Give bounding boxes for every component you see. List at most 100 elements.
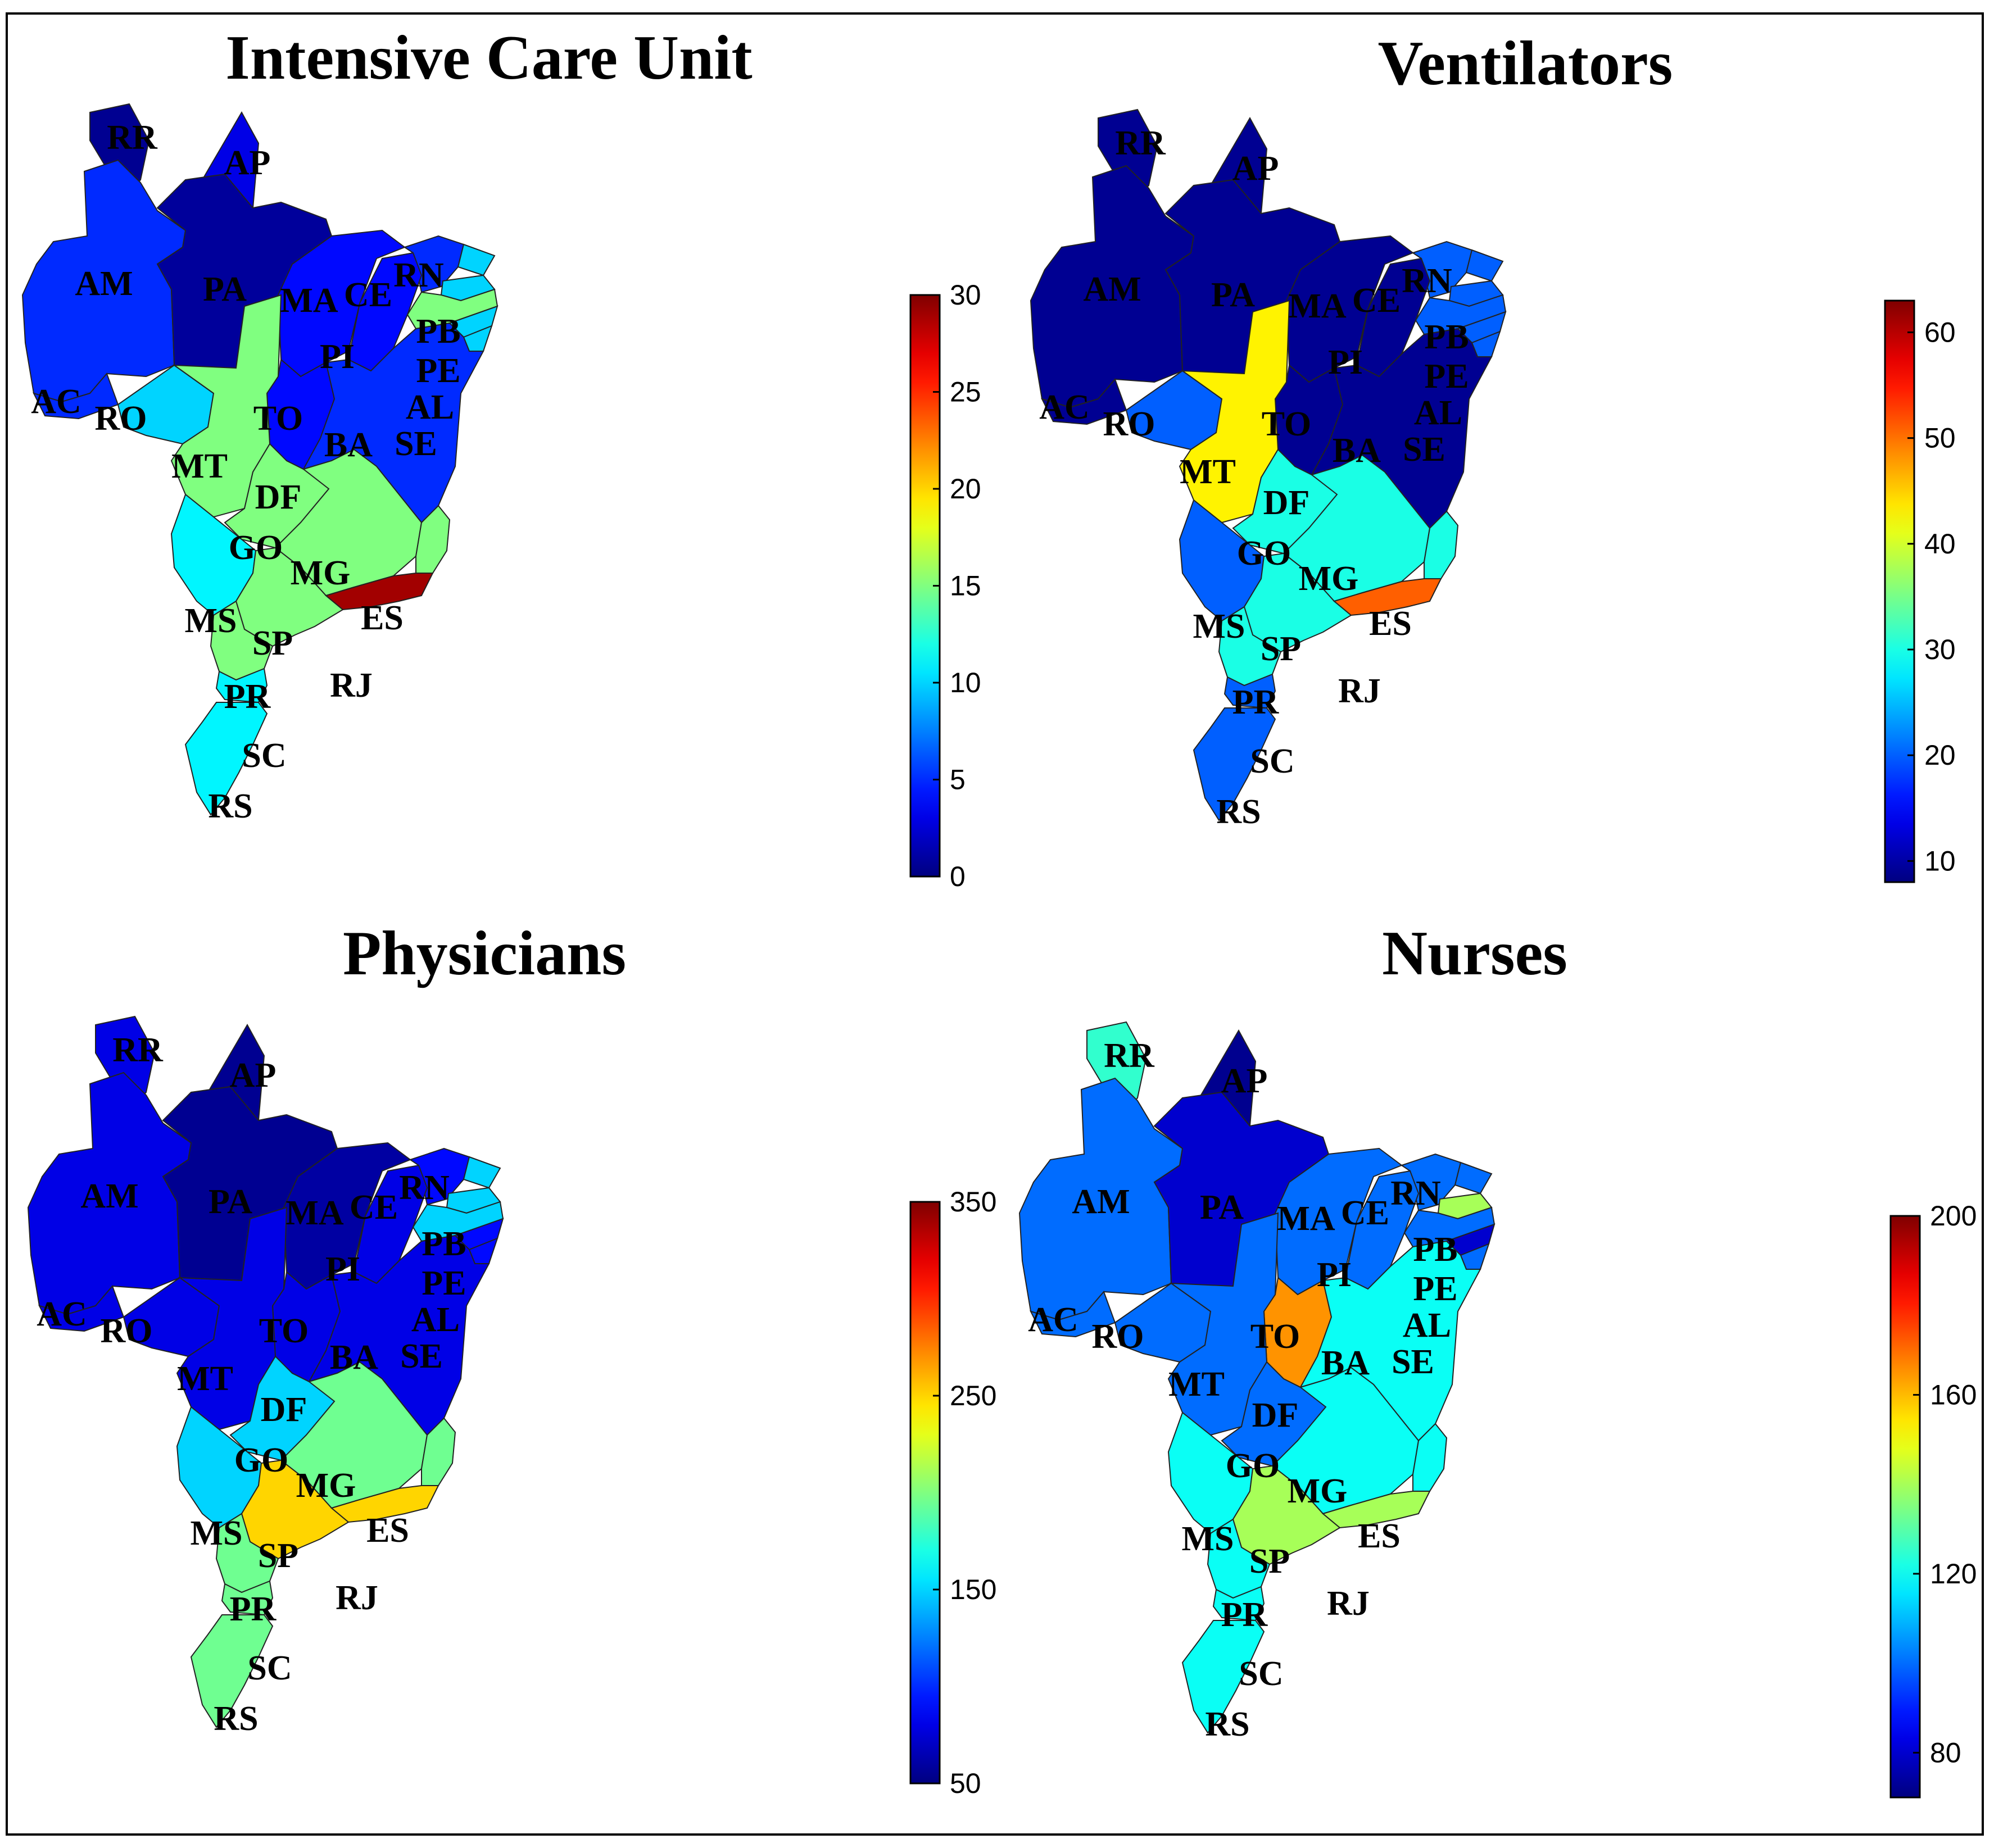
- state-label-es: ES: [366, 1511, 409, 1550]
- state-label-rr: RR: [1115, 124, 1166, 162]
- state-label-rj: RJ: [1338, 672, 1381, 710]
- state-label-sc: SC: [242, 737, 286, 775]
- state-label-rs: RS: [208, 787, 252, 825]
- state-label-pi: PI: [1328, 343, 1363, 382]
- state-rs: [1181, 1620, 1265, 1734]
- state-label-ma: MA: [1277, 1200, 1335, 1238]
- state-label-ba: BA: [1321, 1344, 1370, 1382]
- colorbar-tick-label: 250: [950, 1380, 996, 1411]
- state-label-pa: PA: [209, 1183, 252, 1221]
- state-rn: [1465, 249, 1504, 282]
- colorbar-tick-label: 20: [1924, 739, 1956, 771]
- state-label-ma: MA: [285, 1194, 344, 1232]
- state-label-pb: PB: [416, 312, 460, 351]
- state-label-se: SE: [400, 1337, 443, 1375]
- state-label-pe: PE: [416, 352, 460, 390]
- state-label-rj: RJ: [330, 666, 373, 705]
- state-sc: [1223, 673, 1276, 709]
- state-sc: [215, 668, 268, 703]
- state-ma: [277, 229, 406, 378]
- state-label-df: DF: [1252, 1396, 1299, 1434]
- panel-title: Nurses: [1382, 924, 1567, 988]
- state-label-ce: CE: [1341, 1194, 1389, 1232]
- state-label-ma: MA: [280, 281, 338, 320]
- state-label-ce: CE: [350, 1188, 398, 1227]
- state-label-es: ES: [361, 599, 404, 637]
- state-label-df: DF: [255, 478, 302, 516]
- state-label-mg: MG: [291, 554, 351, 592]
- state-label-am: AM: [80, 1177, 138, 1215]
- state-label-rn: RN: [393, 256, 444, 294]
- state-label-rn: RN: [1390, 1174, 1441, 1213]
- state-sc: [1212, 1586, 1265, 1622]
- state-label-rj: RJ: [1327, 1584, 1370, 1623]
- state-label-rr: RR: [1104, 1037, 1155, 1075]
- state-label-ap: AP: [230, 1056, 277, 1095]
- state-label-al: AL: [411, 1301, 460, 1339]
- state-rj: [324, 573, 434, 611]
- state-es: [415, 505, 451, 574]
- state-es: [1412, 1423, 1448, 1492]
- colorbar-tick-label: 30: [1924, 634, 1956, 665]
- colorbar-tick-label: 10: [1924, 845, 1956, 877]
- state-label-pi: PI: [320, 338, 355, 376]
- state-label-ac: AC: [37, 1295, 87, 1333]
- state-rs: [184, 702, 268, 816]
- state-label-mg: MG: [1299, 560, 1359, 598]
- state-label-ac: AC: [1028, 1301, 1078, 1339]
- state-label-pr: PR: [224, 678, 271, 716]
- state-label-pb: PB: [422, 1225, 466, 1263]
- state-label-ac: AC: [1039, 388, 1090, 426]
- colorbar-bar: [909, 1201, 941, 1785]
- state-label-sc: SC: [1239, 1655, 1283, 1693]
- state-label-ap: AP: [224, 144, 271, 182]
- state-label-es: ES: [1358, 1517, 1401, 1555]
- state-label-se: SE: [1403, 430, 1445, 469]
- state-label-pi: PI: [325, 1250, 360, 1288]
- colorbar: 10 20 30 40 50 60: [1884, 299, 1956, 883]
- colorbar-tick-label: 25: [950, 376, 981, 408]
- state-label-to: TO: [259, 1312, 309, 1350]
- state-sc: [221, 1580, 274, 1616]
- state-label-pa: PA: [203, 270, 247, 308]
- state-label-sc: SC: [247, 1649, 292, 1687]
- state-ma: [1274, 1147, 1403, 1296]
- state-ma: [283, 1142, 412, 1290]
- state-es: [421, 1417, 456, 1486]
- state-label-ms: MS: [191, 1514, 243, 1552]
- state-rn: [457, 243, 496, 276]
- state-label-to: TO: [1262, 405, 1311, 443]
- colorbar-tick-label: 40: [1924, 528, 1956, 560]
- state-label-ba: BA: [324, 426, 373, 464]
- state-label-rs: RS: [1205, 1705, 1249, 1743]
- state-label-sp: SP: [1261, 630, 1301, 668]
- state-label-pe: PE: [422, 1264, 466, 1302]
- colorbar-tick-label: 150: [950, 1574, 996, 1605]
- panel-nurses: Nurses RR AP AM PA MA CE RN PB PE AL SE PI AC RO TO BA M…: [997, 924, 1994, 1847]
- state-label-mt: MT: [171, 447, 228, 485]
- colorbar-tick-label: 50: [1924, 423, 1956, 454]
- state-label-al: AL: [1403, 1306, 1451, 1345]
- state-label-ce: CE: [344, 276, 392, 314]
- state-label-ro: RO: [95, 399, 147, 438]
- colorbar-tick-label: 160: [1930, 1379, 1977, 1410]
- state-label-se: SE: [395, 425, 437, 463]
- state-label-pb: PB: [1413, 1231, 1457, 1269]
- state-label-rj: RJ: [336, 1579, 378, 1617]
- state-label-ro: RO: [1103, 405, 1155, 443]
- state-label-df: DF: [1263, 484, 1310, 522]
- colorbar: 80 120 160 200: [1889, 1200, 1977, 1799]
- state-label-al: AL: [1414, 394, 1462, 432]
- state-label-sp: SP: [1249, 1542, 1290, 1581]
- colorbar-tick-label: 30: [950, 279, 981, 311]
- state-label-rs: RS: [1216, 793, 1261, 831]
- state-label-mg: MG: [296, 1466, 356, 1505]
- state-label-ro: RO: [101, 1312, 153, 1350]
- state-label-am: AM: [75, 265, 133, 303]
- state-label-pa: PA: [1211, 276, 1255, 314]
- state-label-ap: AP: [1221, 1062, 1268, 1100]
